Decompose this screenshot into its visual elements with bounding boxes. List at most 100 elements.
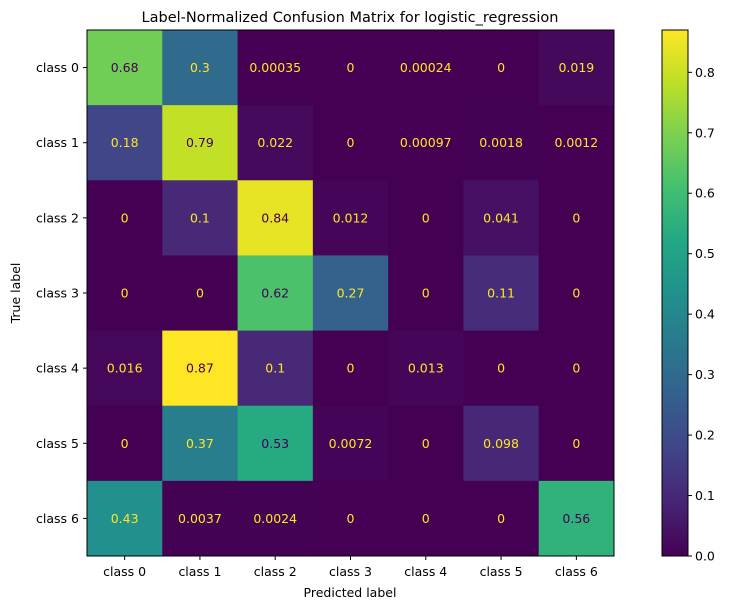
cell-value-label: 0.11 [487, 286, 515, 301]
chart-title: Label-Normalized Confusion Matrix for lo… [142, 10, 559, 26]
heatmap-cell [237, 180, 314, 256]
cell-value-label: 0 [572, 286, 580, 301]
colorbar-tick-label: 0.1 [695, 488, 715, 503]
cell-value-label: 0 [121, 210, 129, 225]
cell-value-label: 0 [572, 210, 580, 225]
heatmap-cell [162, 105, 239, 181]
heatmap-cell [312, 405, 389, 482]
heatmap-cell [463, 480, 540, 557]
colorbar-tick-label: 0.5 [695, 246, 715, 261]
cell-value-label: 0.79 [186, 135, 214, 150]
colorbar-tick-label: 0.2 [695, 428, 715, 443]
heatmap-cell [463, 405, 540, 482]
heatmap-cell [237, 330, 314, 407]
heatmap-cell [538, 255, 615, 332]
cell-value-label: 0.00097 [400, 135, 452, 150]
heatmap-cell [162, 255, 239, 332]
colorbar-ticks: 0.0 0.1 0.2 0.3 0.4 0.5 0.6 0.7 0.8 [688, 65, 715, 564]
heatmap-cell [538, 330, 615, 407]
heatmap-cell [538, 105, 615, 181]
heatmap-cell [312, 180, 389, 256]
heatmap-cell [312, 330, 389, 407]
heatmap-cell [312, 30, 389, 106]
cell-value-label: 0.87 [186, 361, 214, 376]
cell-value-label: 0.1 [265, 361, 285, 376]
cell-value-label: 0.56 [562, 511, 590, 526]
heatmap-cell [312, 255, 389, 332]
cell-value-label: 0.62 [261, 286, 289, 301]
colorbar-tick-label: 0.3 [695, 367, 715, 382]
heatmap-cell [237, 105, 314, 181]
cell-value-label: 0.00035 [249, 60, 301, 75]
heatmap-cell [87, 30, 163, 106]
cell-value-label: 0.3 [190, 60, 210, 75]
heatmap-cell [237, 255, 314, 332]
cell-value-label: 0.019 [558, 60, 594, 75]
heatmap-cell [237, 405, 314, 482]
colorbar-tick-label: 0.4 [695, 307, 715, 322]
heatmap-cell [162, 330, 239, 407]
heatmap-cell [388, 255, 464, 332]
cell-value-label: 0 [422, 511, 430, 526]
heatmap-cell [463, 180, 540, 256]
cell-value-label: 0.84 [261, 210, 289, 225]
y-tick-label: class 3 [36, 286, 79, 301]
cell-value-label: 0 [196, 286, 204, 301]
cell-value-label: 0 [422, 436, 430, 451]
heatmap-cell [237, 30, 314, 106]
cell-value-label: 0.68 [111, 60, 139, 75]
cell-value-label: 0.18 [111, 135, 139, 150]
cell-value-label: 0 [572, 361, 580, 376]
x-tick-label: class 5 [480, 564, 523, 579]
heatmap-cell [538, 30, 615, 106]
cell-value-label: 0.041 [483, 210, 519, 225]
cell-value-label: 0 [422, 210, 430, 225]
x-tick-label: class 0 [103, 564, 146, 579]
heatmap-cell [312, 105, 389, 181]
cell-value-label: 0.0037 [178, 511, 222, 526]
x-tick-label: class 1 [178, 564, 221, 579]
cell-value-label: 0 [121, 286, 129, 301]
colorbar [661, 29, 689, 557]
colorbar-tick-label: 0.8 [695, 65, 715, 80]
y-tick-label: class 4 [36, 361, 79, 376]
heatmap-cell [162, 180, 239, 256]
heatmap-cell [463, 330, 540, 407]
colorbar-tick-label: 0.7 [695, 125, 715, 140]
y-tick-label: class 1 [36, 135, 79, 150]
heatmap-cell [388, 480, 464, 557]
y-tick-label: class 2 [36, 210, 79, 225]
cell-value-label: 0 [497, 511, 505, 526]
cell-value-label: 0 [347, 60, 355, 75]
heatmap-cell [463, 30, 540, 106]
cell-value-label: 0.098 [483, 436, 519, 451]
x-tick-label: class 4 [404, 564, 447, 579]
heatmap-cell [312, 480, 389, 557]
heatmap-cell [388, 105, 464, 181]
heatmap-cell [87, 480, 163, 557]
cell-value-label: 0.53 [261, 436, 289, 451]
heatmap-cell [388, 330, 464, 407]
x-tick-label: class 6 [555, 564, 598, 579]
y-tick-label: class 0 [36, 60, 79, 75]
cell-value-label: 0.37 [186, 436, 214, 451]
cell-value-label: 0 [347, 361, 355, 376]
heatmap-cell [538, 180, 615, 256]
heatmap-cell [162, 480, 239, 557]
cell-value-label: 0.0024 [253, 511, 297, 526]
cell-value-label: 0.43 [111, 511, 139, 526]
heatmap-cell [162, 405, 239, 482]
cell-value-label: 0 [497, 361, 505, 376]
heatmap-cell [237, 480, 314, 557]
cell-value-label: 0 [422, 286, 430, 301]
x-axis-ticks: class 0 class 1 class 2 class 3 class 4 class… [103, 556, 598, 579]
heatmap-cell [388, 180, 464, 256]
heatmap-cell [388, 405, 464, 482]
x-tick-label: class 3 [329, 564, 372, 579]
y-axis-label: True label [8, 263, 23, 325]
cell-value-label: 0.022 [257, 135, 293, 150]
cell-value-label: 0 [572, 436, 580, 451]
cell-value-label: 0.27 [337, 286, 365, 301]
heatmap-cell [87, 405, 163, 482]
